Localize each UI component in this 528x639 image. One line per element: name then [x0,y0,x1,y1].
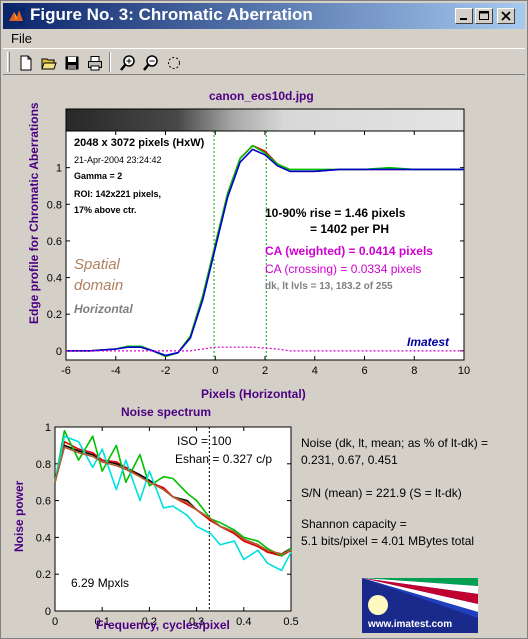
noise-ylabel: Noise power [12,480,26,552]
save-button[interactable] [61,52,83,73]
rotate-button[interactable] [163,52,185,73]
figure-area: -6 -4 -2 0 2 4 6 8 10 0 0.2 0.4 0.6 0.8 1 0 0.1 0.2 0.3 0.4… [3,76,525,636]
noise-xtick-label: 0.1 [95,616,110,628]
print-icon [88,56,102,71]
noise-plot-title: Noise spectrum [121,405,212,419]
edge-ylabel: Edge profile for Chromatic Aberrations [27,102,41,324]
noise-xtick-label: 0.4 [236,616,251,628]
edge-ytick-label: 0.2 [47,309,62,321]
edge-xlabel: Pixels (Horizontal) [201,387,306,401]
info-size: 2048 x 3072 pixels (HxW) [74,137,205,149]
edge-series-blue [66,148,464,357]
info-position: 17% above ctr. [74,205,137,215]
edge-ytick-label: 0.4 [47,273,62,285]
noise-xtick-label: 0.5 [283,616,298,628]
noise-ytick-label: 0.4 [36,532,51,544]
info-gamma: Gamma = 2 [74,171,123,181]
edge-xtick-label: 4 [312,365,318,377]
noise-stats-values: 0.231, 0.67, 0.451 [301,453,398,467]
edge-series-magenta [66,346,464,352]
maximize-button[interactable] [475,8,493,24]
edge-ticks: -6 -4 -2 0 2 4 6 8 10 0 0.2 0.4 0.6 0.8 1 [47,131,470,377]
zoom-out-icon [143,55,158,71]
toolbar [3,48,525,75]
noise-xlabel: Frequency, cycles/pixel [96,618,230,632]
edge-xtick-label: 10 [458,365,470,377]
imatest-label: Imatest [407,335,450,349]
logo-url: www.imatest.com [368,619,453,630]
open-folder-icon [41,58,57,70]
edge-xtick-label: 2 [262,365,268,377]
edge-xtick-label: 0 [212,365,218,377]
window-title: Figure No. 3: Chromatic Aberration [30,5,313,24]
toolbar-grip[interactable] [7,52,10,72]
menu-bar: File [3,29,525,48]
minimize-icon [460,18,467,20]
noise-xtick-label: 0 [52,616,58,628]
minimize-button[interactable] [455,8,473,24]
rotate-icon [168,57,180,69]
signal-noise: S/N (mean) = 221.9 (S = lt-dk) [301,486,462,500]
edge-xtick-label: 8 [411,365,417,377]
matlab-icon [7,7,25,25]
spatial-label: Spatial [74,256,120,273]
zoom-in-button[interactable] [117,52,139,73]
zoom-in-icon [120,55,135,71]
noise-xtick-label: 0.2 [142,616,157,628]
close-icon [501,11,511,21]
levels: dk, lt lvls = 13, 183.2 of 255 [265,281,393,292]
mpxls-label: 6.29 Mpxls [71,576,130,590]
imatest-logo-graphic [362,578,478,633]
edge-ytick-label: 0 [56,346,62,358]
new-file-icon [20,55,32,71]
shannon-label: Shannon capacity = [301,517,407,531]
print-button[interactable] [84,52,106,73]
edge-plot-title: canon_eos10d.jpg [209,89,314,103]
noise-stats-label: Noise (dk, lt, mean; as % of lt-dk) = [301,436,489,450]
edge-strip [65,108,465,132]
edge-xtick-label: -2 [161,365,171,377]
edge-xtick-label: 6 [361,365,367,377]
noise-series-cyan [54,435,292,572]
toolbar-separator [109,52,111,72]
shannon-value: 5.1 bits/pixel = 4.01 MBytes total [301,534,475,548]
edge-ytick-label: 0.8 [47,199,62,211]
noise-ytick-label: 1 [45,422,51,434]
info-date: 21-Apr-2004 23:24:42 [74,155,162,165]
rise-distance: 10-90% rise = 1.46 pixels [265,206,406,220]
new-file-button[interactable] [15,52,37,73]
iso-label: ISO = 100 [177,434,232,448]
maximize-icon [479,11,489,20]
imatest-logo[interactable]: www.imatest.com [362,578,478,633]
edge-ytick-label: 0.6 [47,236,62,248]
ca-weighted: CA (weighted) = 0.0414 pixels [265,244,433,258]
ca-crossing: CA (crossing) = 0.0334 pixels [265,262,422,276]
edge-ytick-label: 1 [56,163,62,175]
noise-ytick-label: 0.6 [36,496,51,508]
domain-label: domain [74,277,124,294]
noise-ytick-label: 0 [45,606,51,618]
eshan-label: Eshan = 0.327 c/p [175,452,273,466]
menu-file[interactable]: File [11,31,32,46]
title-bar[interactable]: Figure No. 3: Chromatic Aberration [3,3,525,29]
noise-ytick-label: 0.8 [36,459,51,471]
noise-series-green [54,429,292,557]
orientation-label: Horizontal [74,302,133,316]
edge-xtick-label: -6 [61,365,71,377]
save-icon [65,56,79,70]
noise-ticks: 0 0.1 0.2 0.3 0.4 0.5 0 0.2 0.4 0.6 0.8 1 [36,422,299,628]
rise-per-ph: = 1402 per PH [310,222,390,236]
noise-xtick-label: 0.3 [189,616,204,628]
noise-series-brown [54,446,292,555]
info-roi: ROI: 142x221 pixels, [74,189,162,199]
close-button[interactable] [497,8,515,24]
open-file-button[interactable] [38,52,60,73]
zoom-out-button[interactable] [140,52,162,73]
noise-ytick-label: 0.2 [36,569,51,581]
edge-xtick-label: -4 [111,365,121,377]
